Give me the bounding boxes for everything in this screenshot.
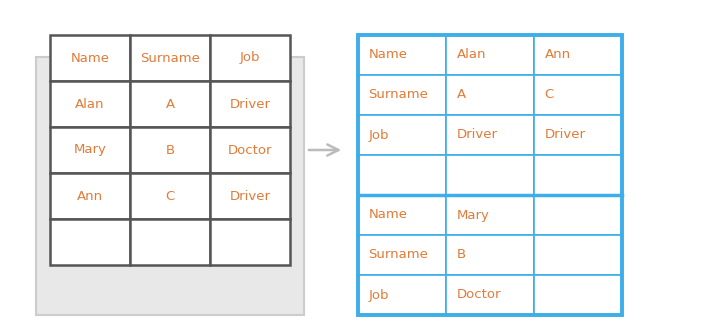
- Bar: [130, 127, 210, 173]
- Bar: [210, 81, 290, 127]
- Text: C: C: [166, 190, 175, 203]
- Bar: [534, 195, 622, 235]
- FancyBboxPatch shape: [36, 57, 304, 315]
- Bar: [534, 155, 622, 195]
- Bar: [446, 35, 534, 75]
- Text: B: B: [456, 249, 465, 261]
- Bar: [446, 115, 534, 155]
- Bar: [50, 127, 130, 173]
- Bar: [358, 235, 446, 275]
- Text: B: B: [166, 143, 175, 157]
- Bar: [534, 75, 622, 115]
- Text: Name: Name: [369, 48, 408, 61]
- Text: A: A: [166, 97, 175, 111]
- Bar: [446, 155, 534, 195]
- Bar: [358, 115, 446, 155]
- Bar: [534, 275, 622, 315]
- Text: Job: Job: [240, 51, 260, 65]
- Bar: [50, 173, 130, 219]
- Text: Driver: Driver: [230, 190, 270, 203]
- Text: Alan: Alan: [75, 97, 105, 111]
- Text: Driver: Driver: [230, 97, 270, 111]
- Text: Doctor: Doctor: [456, 289, 501, 301]
- Text: Name: Name: [369, 209, 408, 221]
- Text: Driver: Driver: [456, 128, 498, 141]
- Bar: [446, 75, 534, 115]
- Text: Doctor: Doctor: [227, 143, 272, 157]
- Bar: [446, 275, 534, 315]
- Bar: [358, 155, 446, 195]
- Bar: [130, 81, 210, 127]
- Text: A: A: [456, 88, 465, 101]
- Bar: [446, 195, 534, 235]
- Bar: [210, 173, 290, 219]
- Text: Mary: Mary: [74, 143, 107, 157]
- Text: Name: Name: [70, 51, 110, 65]
- Bar: [534, 35, 622, 75]
- Bar: [210, 35, 290, 81]
- Bar: [50, 81, 130, 127]
- Text: Surname: Surname: [140, 51, 200, 65]
- Text: Alan: Alan: [456, 48, 486, 61]
- Text: Surname: Surname: [369, 88, 428, 101]
- Text: Job: Job: [369, 128, 389, 141]
- Bar: [534, 115, 622, 155]
- Bar: [358, 195, 446, 235]
- Text: Job: Job: [369, 289, 389, 301]
- Text: Ann: Ann: [545, 48, 571, 61]
- Bar: [358, 275, 446, 315]
- Bar: [358, 35, 622, 315]
- Text: Driver: Driver: [545, 128, 585, 141]
- Bar: [358, 35, 446, 75]
- Bar: [210, 127, 290, 173]
- Bar: [446, 235, 534, 275]
- Text: Surname: Surname: [369, 249, 428, 261]
- Text: Mary: Mary: [456, 209, 489, 221]
- Bar: [130, 173, 210, 219]
- Text: Ann: Ann: [77, 190, 103, 203]
- Bar: [50, 219, 130, 265]
- Bar: [130, 219, 210, 265]
- Bar: [534, 235, 622, 275]
- Text: C: C: [545, 88, 554, 101]
- Bar: [210, 219, 290, 265]
- Bar: [130, 35, 210, 81]
- Bar: [358, 75, 446, 115]
- Bar: [50, 35, 130, 81]
